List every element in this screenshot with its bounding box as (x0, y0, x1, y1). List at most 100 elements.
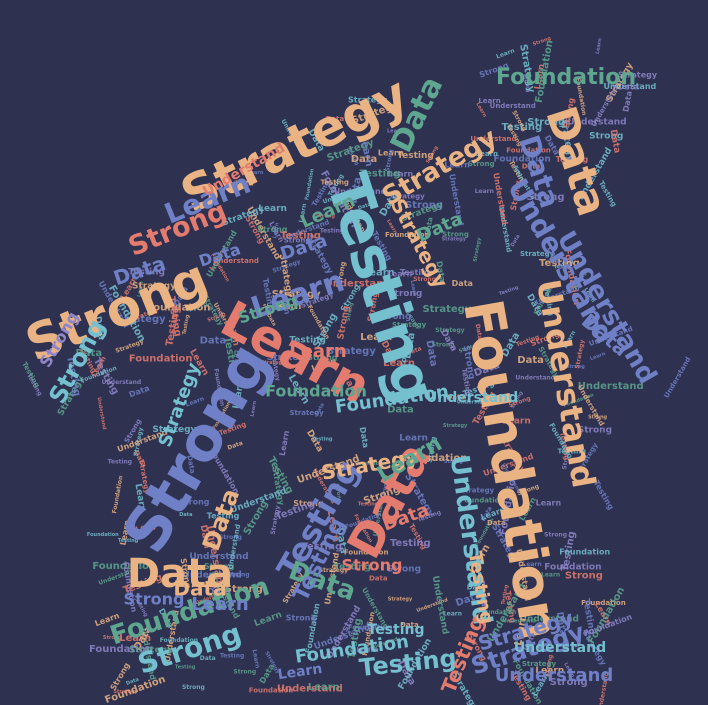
filler-word: Learn (513, 613, 529, 646)
filler-word: Strong (522, 73, 531, 93)
filler-word: Data (510, 234, 522, 249)
filler-word: Data (348, 176, 363, 204)
filler-word: Data (446, 394, 465, 402)
filler-word: Data (487, 519, 506, 527)
filler-word: Strong (468, 160, 495, 168)
filler-word: Strategy (327, 346, 376, 357)
filler-word: Understand (490, 102, 536, 110)
filler-word: Understand (515, 374, 555, 381)
filler-word: Testing (360, 168, 401, 179)
filler-word: Testing (128, 268, 165, 278)
filler-word: Learn (502, 416, 531, 426)
filler-word: Strong (182, 684, 205, 691)
filler-word: Learn (589, 351, 606, 362)
filler-word: Understand (663, 356, 693, 400)
filler-word: Data (621, 90, 634, 113)
filler-word: Testing (182, 314, 192, 336)
filler-word: Strategy (443, 423, 468, 429)
filler-word: Testing (280, 231, 321, 242)
filler-word: Learn (387, 269, 413, 278)
filler-word: Strategy (460, 486, 495, 494)
filler-word: Foundation (87, 532, 119, 538)
filler-word: Learn (478, 97, 500, 105)
filler-word: Strong (219, 534, 242, 541)
filler-word: Foundation (129, 354, 193, 365)
filler-word: Data (200, 655, 216, 662)
filler-word: Understand (189, 552, 248, 562)
filler-word: Data (434, 260, 447, 283)
filler-word: Testing (320, 179, 349, 187)
filler-word: Data (128, 384, 151, 400)
filler-word: Strategy (267, 353, 311, 363)
filler-word: Learn (118, 519, 131, 546)
filler-word: Learn (476, 150, 498, 158)
filler-word: Understand (277, 684, 343, 695)
filler-word: Strategy (272, 289, 321, 300)
filler-word: Data (402, 332, 417, 360)
filler-word: Strategy (520, 250, 555, 258)
filler-word: Data (234, 350, 250, 357)
filler-word: Learn (387, 128, 403, 134)
filler-word: Learn (378, 148, 404, 157)
filler-word: Strong (413, 276, 436, 283)
filler-word: Learn (253, 610, 283, 629)
filler-word: Data (474, 580, 489, 608)
filler-word: Data (125, 677, 140, 687)
filler-word: Data (179, 512, 192, 518)
filler-word: Foundation (304, 168, 316, 201)
filler-word: Testing (108, 459, 132, 466)
filler-word: Data (452, 279, 473, 288)
filler-word: Learn (536, 498, 562, 507)
filler-word: Strategy (390, 193, 425, 201)
filler-word: Learn (495, 47, 515, 60)
cloud-word: Understand (426, 390, 518, 406)
filler-word: Data (369, 574, 388, 582)
filler-word: Strong (257, 225, 288, 234)
filler-word: Learn (444, 161, 470, 170)
filler-word: Data (387, 405, 414, 416)
filler-word: Foundation (506, 147, 551, 155)
filler-word: Learn (298, 203, 308, 223)
filler-word: Testing (500, 584, 510, 606)
filler-word: Foundation (249, 687, 294, 695)
filler-word: Learn (119, 633, 151, 644)
cloud-word: Learn (289, 341, 347, 362)
filler-word: Strategy (261, 360, 286, 366)
filler-word: Testing (358, 502, 379, 508)
filler-word: Strategy (348, 96, 388, 105)
filler-word: Strategy (129, 646, 173, 656)
filler-word: Understand (470, 135, 516, 143)
filler-word: Learn (443, 610, 462, 617)
filler-word: Strong (346, 302, 355, 322)
filler-word: Strong (388, 289, 422, 299)
filler-word: Strong (444, 459, 463, 465)
filler-word: Foundation (581, 599, 626, 607)
filler-word: Strong (589, 132, 623, 142)
cloud-word: Understand (514, 640, 606, 656)
filler-word: Foundation (460, 497, 505, 505)
filler-word: Strong (286, 614, 317, 623)
filler-word: Data (198, 524, 212, 549)
filler-word: Testing (501, 122, 542, 133)
filler-word: Understand (334, 187, 387, 196)
filler-word: Learn (363, 267, 395, 278)
filler-word: Testing (302, 542, 343, 553)
cloud-word: Testing (368, 622, 425, 638)
filler-word: Data (185, 454, 196, 474)
filler-word: Data (554, 611, 568, 636)
filler-word: Testing (220, 653, 244, 660)
filler-word: Foundation (89, 644, 153, 655)
filler-word: Learn (249, 400, 258, 417)
filler-word: Data (314, 402, 326, 417)
filler-word: Testing (118, 538, 139, 544)
filler-word: Testing (207, 512, 240, 521)
filler-word: Foundation (385, 231, 430, 239)
filler-word: Data (467, 584, 486, 592)
filler-word: Foundation (404, 453, 468, 464)
filler-word: Strong (566, 364, 585, 370)
filler-word: Strong (225, 584, 263, 595)
filler-word: Understand (102, 379, 142, 386)
filler-word: Data (618, 83, 639, 92)
filler-word: Strong (527, 117, 565, 128)
filler-word: Strong (263, 304, 282, 310)
